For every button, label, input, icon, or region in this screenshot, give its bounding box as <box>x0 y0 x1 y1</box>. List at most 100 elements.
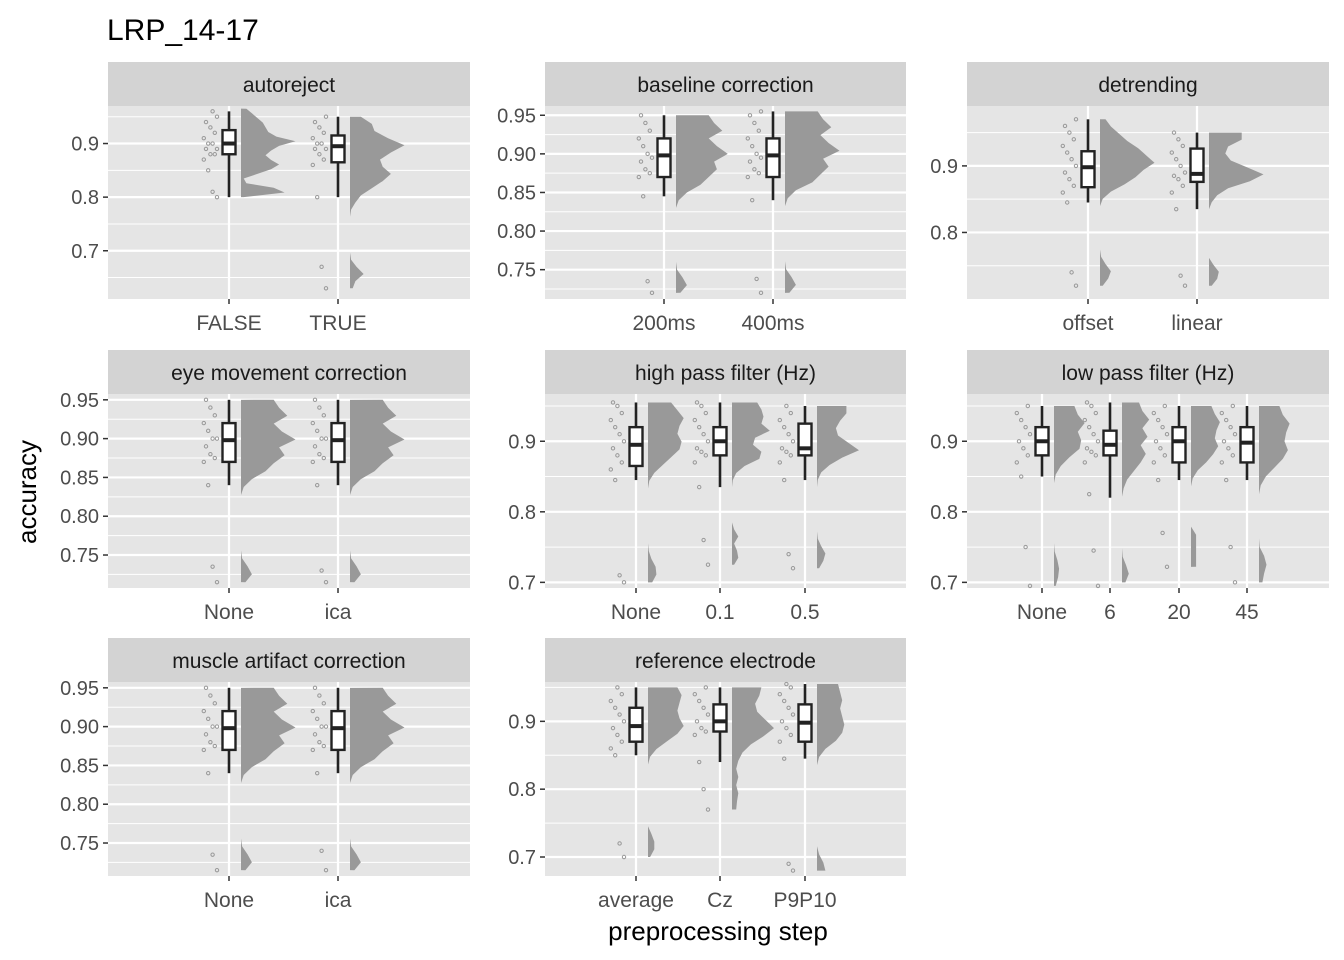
data-point <box>1060 190 1066 195</box>
data-point <box>777 417 782 423</box>
data-point <box>1091 548 1096 553</box>
data-point <box>1162 453 1168 458</box>
data-point <box>315 716 320 722</box>
data-point <box>1174 157 1179 162</box>
data-point <box>1019 417 1024 423</box>
data-point <box>210 852 215 857</box>
density-cloud <box>648 687 684 858</box>
data-point <box>752 120 757 126</box>
data-point <box>608 467 613 472</box>
x-tick-label: None <box>204 889 254 912</box>
box-iqr <box>221 709 237 752</box>
data-point <box>206 428 211 434</box>
y-tick-label: 0.95 <box>60 390 99 412</box>
data-point <box>645 279 650 284</box>
density-cloud <box>732 687 774 810</box>
data-point <box>647 170 652 176</box>
data-point <box>705 439 711 444</box>
group-0.1: 0.1 <box>692 394 770 624</box>
data-point <box>1065 200 1070 205</box>
data-point <box>647 128 652 133</box>
data-point <box>323 114 329 119</box>
data-point <box>621 719 627 724</box>
density-cloud <box>350 687 405 871</box>
data-point <box>638 113 644 118</box>
facet-panel-bg <box>545 394 906 588</box>
data-point <box>1023 424 1028 430</box>
facet-baseline-correction: baseline correction 0.75 0.80 0.85 0.90 0.95 2… <box>497 62 906 335</box>
data-point <box>1089 449 1094 455</box>
data-point <box>212 413 218 418</box>
data-point <box>212 455 218 461</box>
facet-panel-bg <box>967 106 1329 299</box>
data-point <box>1067 130 1072 135</box>
density-cloud <box>241 108 296 198</box>
data-point <box>703 685 708 690</box>
density-cloud <box>350 116 405 289</box>
data-point <box>201 747 207 753</box>
box-iqr <box>330 134 346 164</box>
data-point <box>788 410 793 416</box>
facet-strip <box>108 350 470 394</box>
data-point <box>214 436 220 441</box>
data-point <box>641 194 646 199</box>
box-iqr <box>330 421 346 464</box>
data-point <box>617 712 622 717</box>
data-point <box>312 444 318 449</box>
density-cloud <box>1100 119 1155 286</box>
data-point <box>747 159 753 164</box>
facet-strip <box>108 62 470 106</box>
data-point <box>788 732 793 738</box>
data-point <box>615 685 620 690</box>
data-point <box>777 460 782 465</box>
data-point <box>621 854 627 860</box>
y-tick-label: 0.95 <box>60 678 99 700</box>
data-point <box>1073 117 1079 122</box>
group-0.5: 0.5 <box>777 394 859 624</box>
data-point <box>1062 123 1068 129</box>
facet-low-pass-filter-hz: low pass filter (Hz) 0.7 0.8 0.9 None 6 20 45 <box>930 350 1329 624</box>
data-point <box>747 113 753 118</box>
group-none: None <box>201 394 296 624</box>
x-tick-label: P9P10 <box>773 889 836 912</box>
data-point <box>1091 432 1096 437</box>
data-point <box>201 157 207 162</box>
facet-strip <box>108 638 470 682</box>
data-point <box>790 868 796 873</box>
data-point <box>615 732 620 738</box>
data-point <box>697 484 702 490</box>
data-point <box>697 698 702 704</box>
data-point <box>1071 183 1077 189</box>
data-point <box>1230 453 1236 458</box>
data-point <box>756 128 761 133</box>
data-point <box>754 151 759 157</box>
data-point <box>323 146 329 152</box>
data-point <box>701 705 706 710</box>
box-iqr <box>221 421 237 464</box>
data-point <box>201 420 207 426</box>
data-point <box>608 417 613 423</box>
data-point <box>649 290 655 296</box>
data-point <box>1084 400 1090 405</box>
data-point <box>208 125 213 130</box>
data-point <box>784 449 789 455</box>
data-point <box>1176 177 1181 182</box>
data-point <box>1021 446 1026 451</box>
group-linear: linear <box>1169 106 1264 335</box>
y-tick-label: 0.80 <box>497 221 536 243</box>
facet-reference-electrode: reference electrode 0.7 0.8 0.9 average Cz P9P… <box>508 638 906 912</box>
data-point <box>692 460 697 465</box>
data-point <box>210 109 215 114</box>
data-point <box>1178 273 1183 278</box>
y-tick-label: 0.8 <box>508 502 536 524</box>
data-point <box>610 400 616 405</box>
data-point <box>214 146 220 152</box>
data-point <box>1025 403 1031 409</box>
data-point <box>212 130 218 136</box>
data-point <box>779 446 785 451</box>
data-point <box>315 141 320 146</box>
data-point <box>1071 137 1077 142</box>
data-point <box>210 189 215 194</box>
data-point <box>317 405 322 410</box>
group-false: FALSE <box>196 106 296 335</box>
